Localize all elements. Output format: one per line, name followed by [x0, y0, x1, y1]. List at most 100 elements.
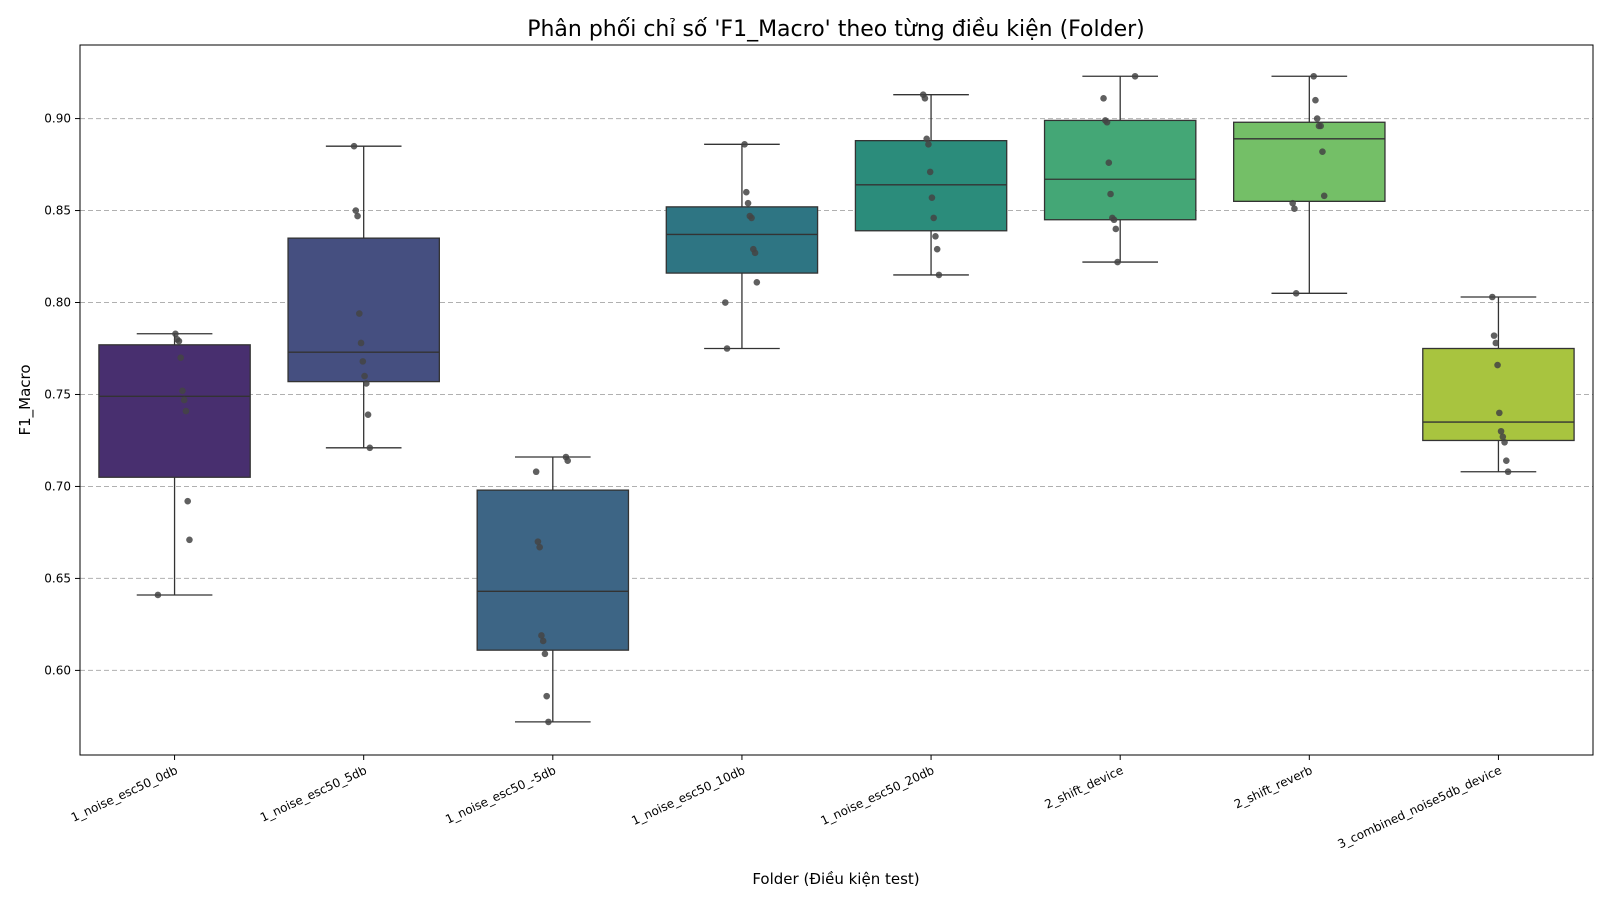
box-iqr [287, 237, 440, 383]
x-tick-label: 1_noise_esc50_10db [629, 763, 747, 828]
data-point [753, 278, 761, 286]
box-iqr [1233, 121, 1386, 202]
y-tick-label: 0.65 [44, 571, 71, 585]
data-point [1114, 258, 1121, 266]
data-point [1312, 96, 1319, 104]
data-point [154, 591, 162, 599]
data-point [354, 212, 361, 220]
data-point [173, 336, 181, 343]
data-point [366, 444, 374, 452]
data-point [172, 330, 179, 338]
chart-title: Phân phối chỉ số 'F1_Macro' theo từng đi… [527, 17, 1145, 42]
y-tick-label: 0.80 [44, 296, 71, 310]
data-point [534, 538, 542, 545]
x-axis-ticks: 1_noise_esc50_0db 1_noise_esc50_5db 1_nois… [69, 755, 1504, 851]
data-point [543, 692, 550, 700]
data-point [539, 637, 547, 645]
data-point [1112, 225, 1120, 233]
data-point [541, 650, 549, 658]
data-point [743, 188, 750, 196]
box-4 [854, 94, 1008, 276]
box-iqr [665, 206, 819, 274]
y-axis-label: F1_Macro [16, 364, 35, 435]
box-iqr [476, 489, 630, 651]
data-point [182, 407, 190, 415]
data-point [1504, 468, 1512, 476]
data-point [1319, 148, 1326, 155]
data-points [154, 72, 1512, 726]
x-tick-label: 1_noise_esc50_-5db [443, 763, 558, 827]
data-point [1105, 159, 1113, 167]
data-point [919, 91, 927, 98]
data-point [1131, 72, 1139, 80]
box-1 [287, 145, 440, 449]
x-axis-label: Folder (Điều kiện test) [752, 870, 919, 888]
x-tick-label: 1_noise_esc50_20db [818, 763, 936, 828]
data-point [1490, 332, 1498, 339]
data-point [364, 411, 372, 419]
data-point [723, 345, 731, 352]
data-point [1501, 439, 1508, 446]
box-5 [1043, 75, 1197, 263]
data-point [363, 380, 370, 387]
data-point [350, 142, 358, 150]
y-axis-ticks: 0.60 0.65 0.70 0.75 0.80 0.85 0.90 [44, 112, 80, 677]
data-point [923, 135, 930, 143]
data-point [177, 354, 184, 361]
data-point [357, 339, 365, 347]
data-point [361, 372, 368, 380]
data-point [1315, 122, 1323, 130]
data-point [532, 468, 540, 476]
data-point [1497, 427, 1505, 435]
x-tick-label: 2_shift_reverb [1232, 763, 1315, 811]
data-point [1492, 339, 1500, 347]
x-tick-label: 1_noise_esc50_5db [258, 763, 369, 825]
data-point [925, 141, 932, 148]
data-point [1289, 199, 1296, 207]
data-point [930, 214, 937, 222]
data-point [1292, 290, 1300, 297]
data-point [750, 245, 757, 253]
y-tick-label: 0.90 [44, 112, 71, 126]
box-iqr [98, 344, 251, 478]
data-point [933, 245, 941, 253]
box-7 [1422, 296, 1575, 473]
box-0 [98, 333, 251, 596]
data-point [744, 199, 752, 207]
data-point [1313, 115, 1321, 122]
data-point [179, 387, 186, 395]
y-tick-label: 0.70 [44, 479, 71, 493]
box-3 [665, 143, 819, 350]
data-point [1496, 409, 1503, 417]
data-point [932, 232, 939, 240]
data-point [721, 299, 729, 306]
data-point [538, 632, 545, 639]
data-point [184, 497, 192, 505]
data-point [359, 358, 367, 365]
data-point [1107, 190, 1114, 198]
data-point [562, 453, 570, 461]
y-tick-label: 0.75 [44, 387, 71, 401]
data-point [928, 194, 936, 201]
box-iqr [1043, 119, 1197, 221]
x-tick-label: 2_shift_device [1043, 763, 1126, 812]
data-point [1291, 205, 1298, 213]
data-point [1109, 214, 1116, 222]
x-tick-label: 3_combined_noise5db_device [1336, 763, 1504, 851]
box-2 [476, 456, 630, 723]
x-tick-label: 1_noise_esc50_0db [69, 763, 180, 825]
y-tick-label: 0.60 [44, 663, 71, 677]
data-point [545, 718, 552, 726]
data-point [1101, 117, 1109, 124]
y-tick-label: 0.85 [44, 204, 71, 218]
data-point [352, 207, 360, 214]
data-point [1494, 361, 1501, 369]
data-point [1503, 457, 1510, 464]
data-point [1320, 192, 1328, 200]
data-point [536, 543, 543, 551]
box-iqr [854, 139, 1008, 232]
data-point [741, 141, 748, 148]
data-point [180, 396, 188, 404]
data-point [186, 536, 193, 544]
